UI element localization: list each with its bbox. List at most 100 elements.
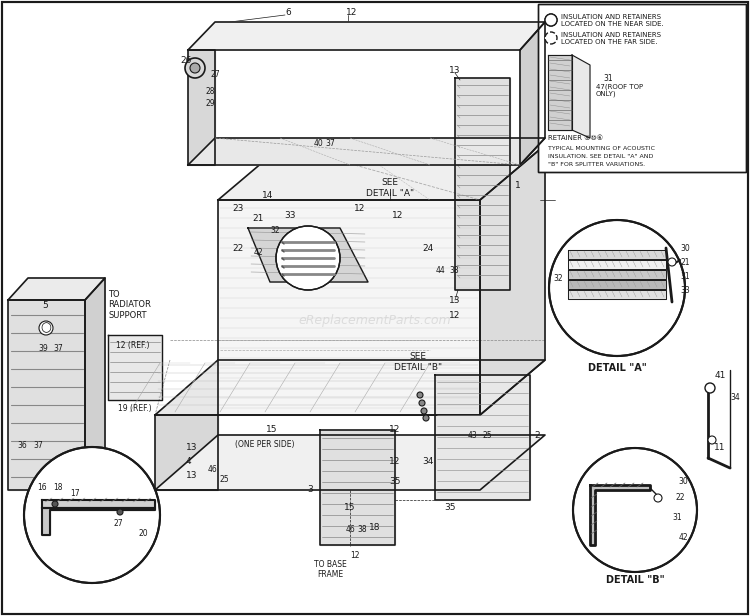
Text: 21: 21 bbox=[680, 257, 690, 267]
Text: 6: 6 bbox=[285, 7, 291, 17]
Text: 29: 29 bbox=[206, 99, 214, 108]
Text: INSULATION. SEE DETAIL "A" AND: INSULATION. SEE DETAIL "A" AND bbox=[548, 153, 653, 158]
Circle shape bbox=[545, 14, 557, 26]
Polygon shape bbox=[218, 200, 480, 415]
Polygon shape bbox=[568, 260, 666, 269]
Text: 37: 37 bbox=[53, 344, 63, 352]
Polygon shape bbox=[188, 138, 545, 165]
Polygon shape bbox=[568, 270, 666, 279]
Text: 12: 12 bbox=[449, 310, 460, 320]
Polygon shape bbox=[320, 430, 395, 545]
Text: DETAIL "B": DETAIL "B" bbox=[606, 575, 664, 585]
Text: 40: 40 bbox=[314, 139, 323, 147]
Circle shape bbox=[549, 220, 685, 356]
Text: 33: 33 bbox=[284, 211, 296, 219]
Polygon shape bbox=[248, 228, 368, 282]
Polygon shape bbox=[568, 250, 666, 259]
Text: 46: 46 bbox=[345, 525, 355, 535]
Circle shape bbox=[423, 415, 429, 421]
Text: 43: 43 bbox=[467, 431, 477, 439]
Text: 34: 34 bbox=[730, 394, 740, 402]
Text: 46: 46 bbox=[207, 466, 217, 474]
Text: 33: 33 bbox=[680, 285, 690, 294]
Text: 26: 26 bbox=[180, 55, 192, 65]
Text: 31: 31 bbox=[603, 73, 613, 83]
Text: 18: 18 bbox=[369, 524, 381, 532]
Text: 41: 41 bbox=[714, 370, 726, 379]
Text: 20: 20 bbox=[138, 530, 148, 538]
Text: DETAIL "A": DETAIL "A" bbox=[588, 363, 646, 373]
Text: 12: 12 bbox=[392, 211, 404, 219]
Text: 35: 35 bbox=[444, 503, 456, 513]
Circle shape bbox=[668, 258, 676, 266]
Polygon shape bbox=[590, 485, 650, 545]
Text: 14: 14 bbox=[262, 190, 274, 200]
Text: 13: 13 bbox=[449, 296, 460, 304]
Polygon shape bbox=[548, 55, 572, 130]
Text: 22: 22 bbox=[675, 493, 685, 503]
Circle shape bbox=[117, 509, 123, 515]
Text: 38: 38 bbox=[449, 265, 459, 275]
Circle shape bbox=[52, 501, 58, 507]
Circle shape bbox=[654, 494, 662, 502]
Text: 23: 23 bbox=[232, 203, 244, 213]
Text: 38: 38 bbox=[357, 525, 367, 535]
Text: 17: 17 bbox=[70, 490, 80, 498]
Polygon shape bbox=[568, 280, 666, 289]
Circle shape bbox=[190, 63, 200, 73]
Text: 30: 30 bbox=[680, 243, 690, 253]
Text: 13: 13 bbox=[186, 444, 198, 453]
Text: 15: 15 bbox=[266, 426, 278, 434]
Text: TO BASE
FRAME: TO BASE FRAME bbox=[314, 560, 346, 580]
Circle shape bbox=[573, 448, 697, 572]
Circle shape bbox=[708, 436, 716, 444]
Text: 44: 44 bbox=[435, 265, 445, 275]
Bar bbox=[538, 4, 746, 172]
Text: 25: 25 bbox=[482, 431, 492, 439]
Polygon shape bbox=[85, 278, 105, 490]
Text: 2: 2 bbox=[534, 431, 540, 439]
Text: 27: 27 bbox=[113, 519, 123, 529]
Text: 30: 30 bbox=[678, 477, 688, 487]
Circle shape bbox=[417, 392, 423, 398]
Text: 32: 32 bbox=[270, 225, 280, 235]
Text: 42: 42 bbox=[678, 533, 688, 543]
Text: 39: 39 bbox=[38, 344, 48, 352]
Text: SEE
DETAIL "B": SEE DETAIL "B" bbox=[394, 352, 442, 371]
Text: 31: 31 bbox=[680, 272, 690, 280]
Text: ○: ○ bbox=[40, 322, 52, 334]
Text: (ONE PER SIDE): (ONE PER SIDE) bbox=[236, 439, 295, 448]
Text: 12: 12 bbox=[389, 458, 400, 466]
Circle shape bbox=[24, 447, 160, 583]
Polygon shape bbox=[188, 50, 215, 165]
Text: TO
RADIATOR
SUPPORT: TO RADIATOR SUPPORT bbox=[108, 290, 151, 320]
Circle shape bbox=[419, 400, 425, 406]
Text: 5: 5 bbox=[42, 301, 48, 309]
Text: SEE
DETAIL "A": SEE DETAIL "A" bbox=[366, 178, 414, 198]
Text: 47(ROOF TOP
ONLY): 47(ROOF TOP ONLY) bbox=[596, 83, 643, 97]
Text: 36: 36 bbox=[17, 440, 27, 450]
Text: 12: 12 bbox=[346, 7, 358, 17]
Polygon shape bbox=[8, 278, 105, 300]
Text: 28: 28 bbox=[206, 86, 214, 95]
Text: 37: 37 bbox=[33, 440, 43, 450]
Text: 12: 12 bbox=[354, 203, 366, 213]
Polygon shape bbox=[155, 435, 545, 490]
Circle shape bbox=[545, 14, 557, 26]
Text: 19 (REF.): 19 (REF.) bbox=[118, 403, 152, 413]
Text: 27: 27 bbox=[210, 70, 220, 78]
Text: 42: 42 bbox=[254, 248, 262, 256]
Polygon shape bbox=[188, 22, 545, 50]
Text: 18: 18 bbox=[53, 484, 63, 493]
Text: 1: 1 bbox=[515, 180, 520, 190]
Polygon shape bbox=[8, 300, 85, 490]
Text: 37: 37 bbox=[326, 139, 335, 147]
Polygon shape bbox=[218, 145, 545, 200]
Text: 32: 32 bbox=[554, 274, 562, 283]
Polygon shape bbox=[480, 145, 545, 415]
Circle shape bbox=[421, 408, 427, 414]
Polygon shape bbox=[435, 375, 530, 500]
Circle shape bbox=[39, 321, 53, 335]
Text: 3: 3 bbox=[308, 485, 313, 495]
Polygon shape bbox=[155, 360, 545, 415]
